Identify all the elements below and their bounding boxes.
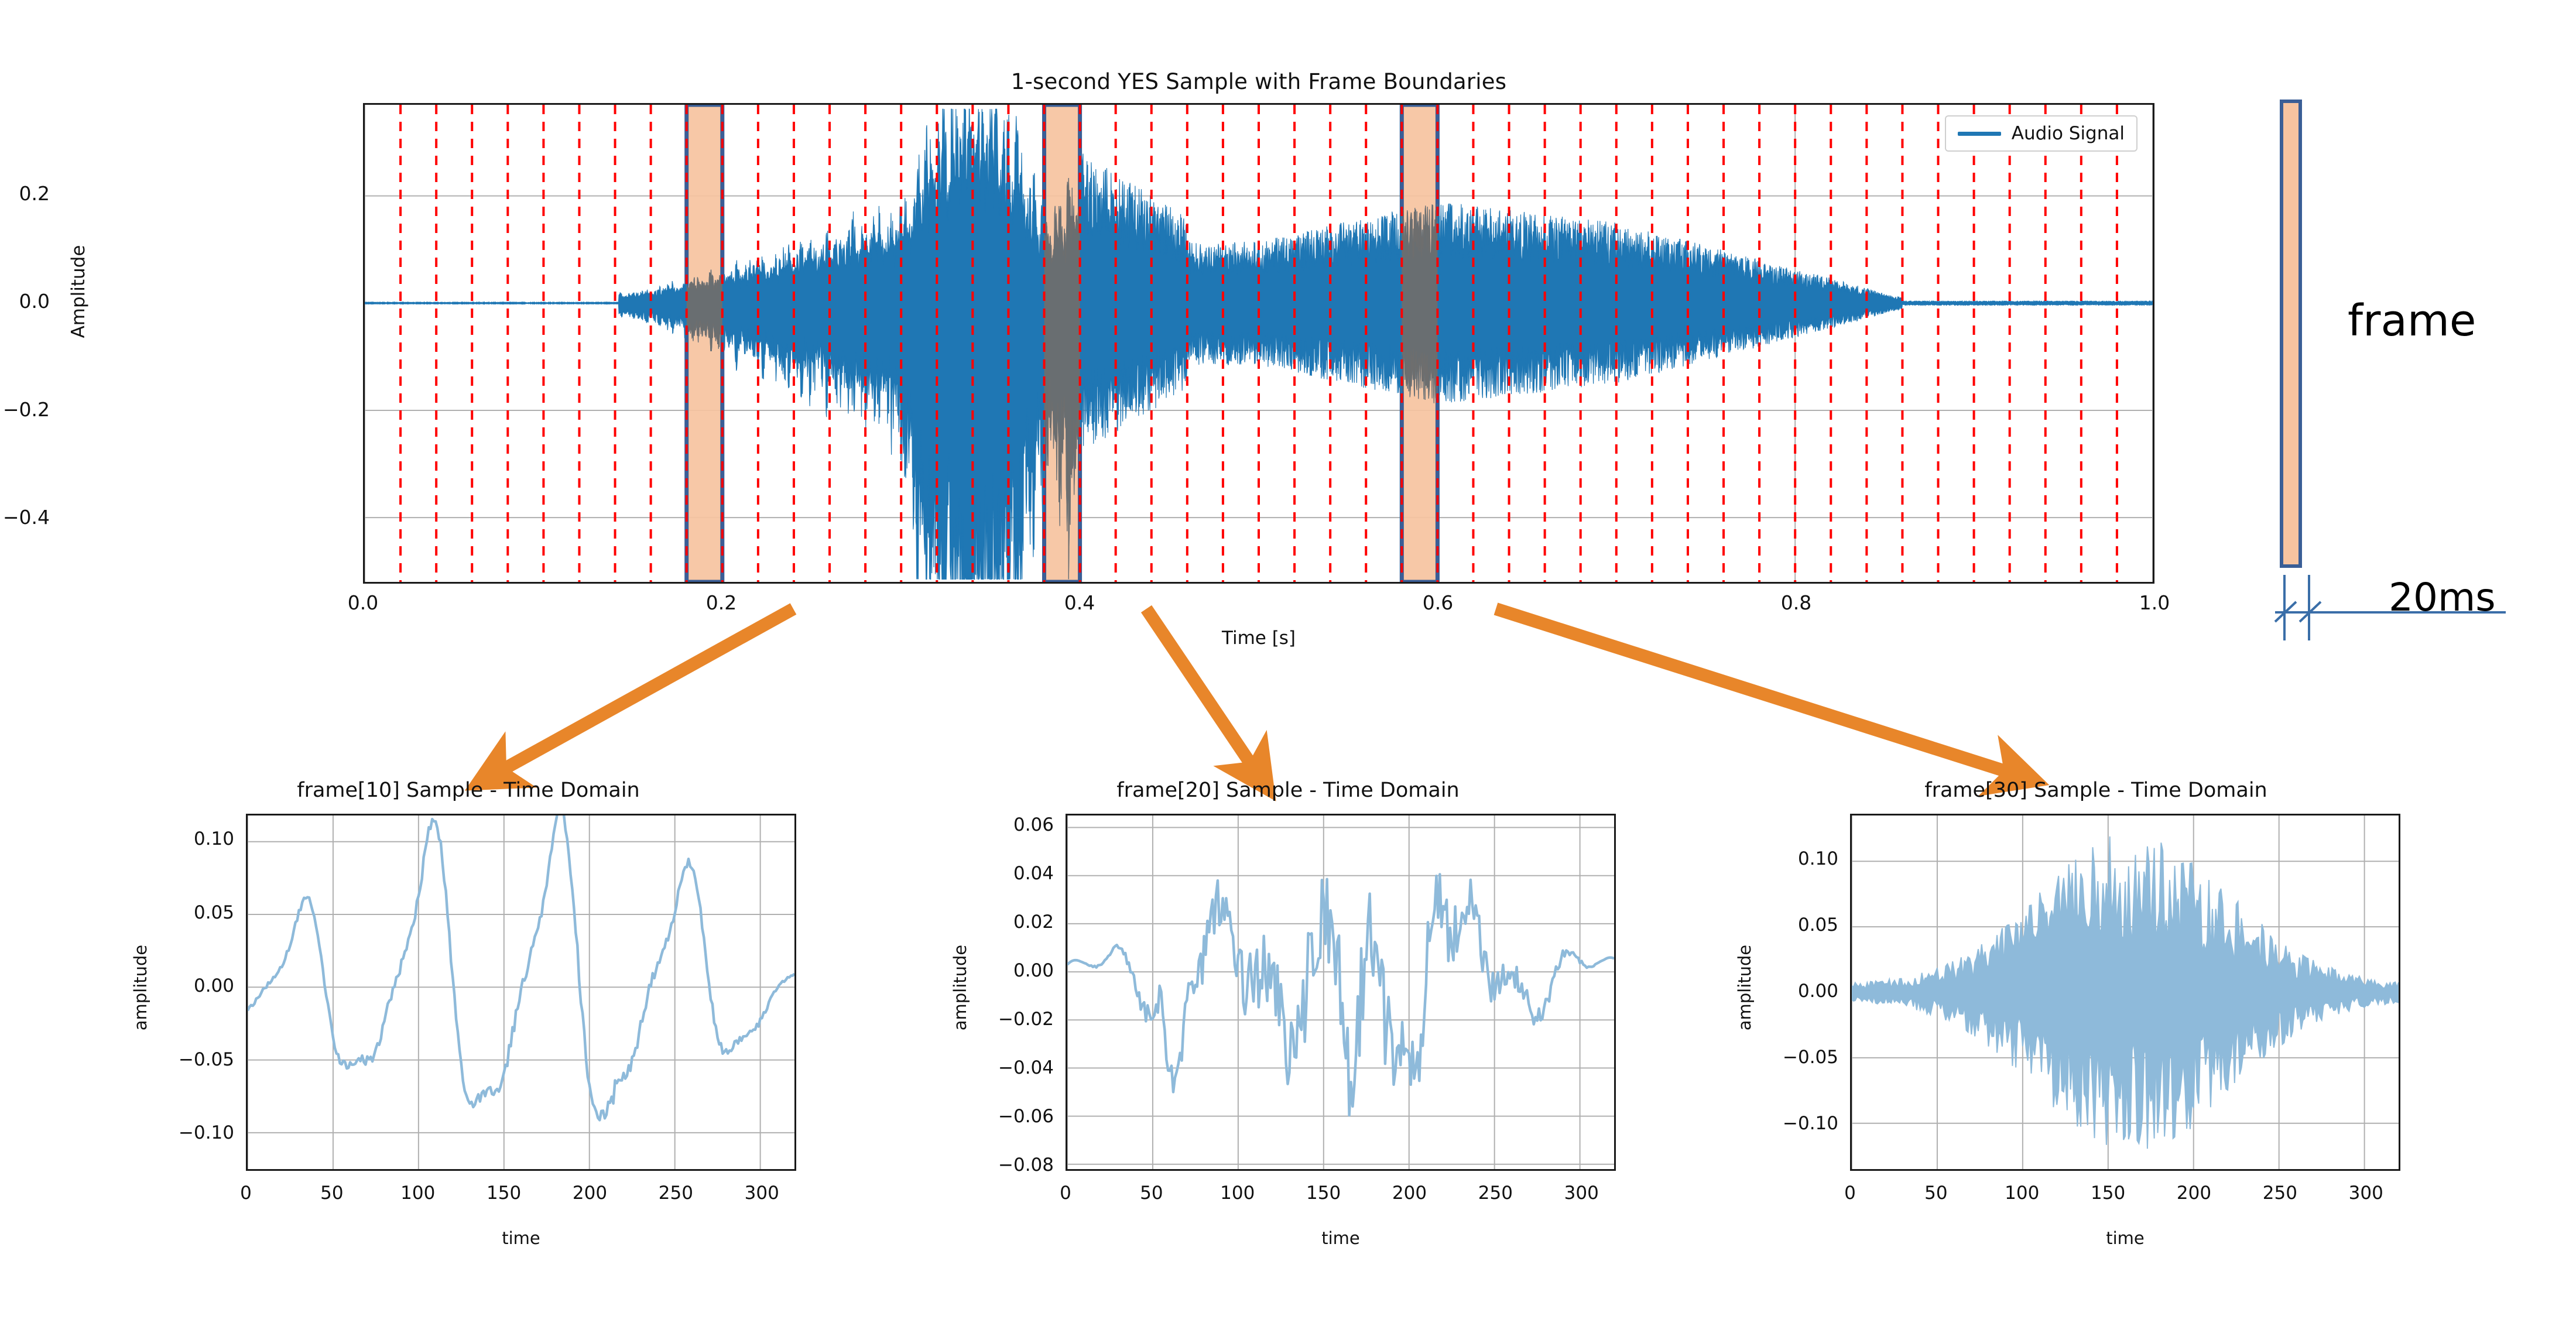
subplot-x-tick: 200 <box>2176 1183 2212 1204</box>
subplot-y-tick: 0.06 <box>1013 814 1054 835</box>
subplot-y-tick: 0.02 <box>1013 911 1054 933</box>
subplot-y-tick: −0.05 <box>179 1048 234 1070</box>
main-x-axis-label: Time [s] <box>1221 628 1296 649</box>
legend-line-swatch <box>1957 131 2001 136</box>
subplot-x-tick: 50 <box>320 1183 344 1204</box>
main-chart-title: 1-second YES Sample with Frame Boundarie… <box>1010 69 1507 94</box>
subplot-plot-area[interactable] <box>1850 814 2400 1171</box>
frame-highlight-swatch <box>2280 100 2302 568</box>
subplot-x-tick: 0 <box>1060 1183 1071 1204</box>
main-y-tick: −0.2 <box>2 397 50 421</box>
subplot-frame-10: frame[10] Sample - Time Domain amplitude… <box>88 779 849 1265</box>
main-x-tick: 0.4 <box>1064 591 1095 614</box>
subplot-y-tick: 0.00 <box>193 975 234 997</box>
subplot-y-tick: 0.10 <box>193 828 234 850</box>
main-x-tick: 0.2 <box>705 591 737 614</box>
main-x-tick: 0.8 <box>1780 591 1812 614</box>
subplot-y-tick: −0.10 <box>1783 1112 1838 1134</box>
main-x-tick: 0.0 <box>347 591 379 614</box>
subplot-x-tick: 150 <box>487 1183 522 1204</box>
main-y-tick: −0.4 <box>2 506 50 529</box>
subplot-y-tick: 0.00 <box>1013 960 1054 981</box>
subplot-waveform-svg <box>1852 815 2399 1169</box>
subplot-x-tick: 300 <box>744 1183 779 1204</box>
subplot-y-tick: 0.10 <box>1797 848 1838 870</box>
subplot-frame-20: frame[20] Sample - Time Domain amplitude… <box>907 779 1669 1265</box>
main-x-tick: 0.6 <box>1422 591 1454 614</box>
subplot-y-tick: −0.04 <box>998 1057 1054 1078</box>
subplot-x-tick: 200 <box>1392 1183 1427 1204</box>
main-y-tick: 0.2 <box>19 181 50 205</box>
subplot-x-tick: 0 <box>1844 1183 1856 1204</box>
subplot-waveform-svg <box>248 815 794 1169</box>
main-y-tick: 0.0 <box>19 290 50 313</box>
subplot-x-tick: 50 <box>1140 1183 1163 1204</box>
main-waveform-svg <box>365 105 2153 582</box>
subplot-y-tick: −0.06 <box>998 1105 1054 1127</box>
subplot-x-tick: 300 <box>2348 1183 2383 1204</box>
subplot-waveform-svg <box>1067 815 1614 1169</box>
subplot-y-tick: 0.04 <box>1013 862 1054 884</box>
subplot-title: frame[20] Sample - Time Domain <box>1116 779 1460 802</box>
subplot-x-tick: 50 <box>1924 1183 1948 1204</box>
subplot-plot-area[interactable] <box>1066 814 1616 1171</box>
subplot-y-tick: −0.02 <box>998 1008 1054 1030</box>
subplot-plot-area[interactable] <box>246 814 796 1171</box>
subplot-x-axis-label: time <box>2106 1228 2145 1248</box>
subplot-y-tick: 0.05 <box>193 902 234 923</box>
subplot-x-axis-label: time <box>1321 1228 1360 1248</box>
subplot-x-tick: 150 <box>2091 1183 2126 1204</box>
subplot-x-tick: 250 <box>2262 1183 2297 1204</box>
subplot-y-tick: −0.08 <box>998 1154 1054 1176</box>
subplot-y-tick: −0.10 <box>179 1122 234 1144</box>
main-y-axis-label: Amplitude <box>68 245 89 338</box>
subplot-x-tick: 150 <box>1306 1183 1341 1204</box>
main-x-tick: 1.0 <box>2139 591 2170 614</box>
frame-duration-label: 20ms <box>2389 575 2496 620</box>
subplot-x-tick: 100 <box>2005 1183 2040 1204</box>
subplot-y-tick: −0.05 <box>1783 1046 1838 1068</box>
subplot-x-tick: 200 <box>572 1183 608 1204</box>
subplot-x-axis-label: time <box>502 1228 540 1248</box>
subplot-title: frame[10] Sample - Time Domain <box>297 779 640 802</box>
subplot-y-tick: 0.00 <box>1797 981 1838 1002</box>
subplot-x-tick: 100 <box>1220 1183 1255 1204</box>
subplot-x-tick: 250 <box>658 1183 693 1204</box>
main-waveform-figure: 1-second YES Sample with Frame Boundarie… <box>0 0 2213 662</box>
subplot-title: frame[30] Sample - Time Domain <box>1924 779 2267 802</box>
legend-label-audio-signal: Audio Signal <box>2011 123 2125 144</box>
frame-annotation-label: frame <box>2348 296 2476 346</box>
subplot-x-tick: 100 <box>400 1183 436 1204</box>
subplot-frame-30: frame[30] Sample - Time Domain amplitude… <box>1715 779 2476 1265</box>
subplot-x-tick: 250 <box>1478 1183 1513 1204</box>
dimension-marker-icon <box>2274 575 2506 640</box>
subplot-x-tick: 0 <box>240 1183 252 1204</box>
subplot-y-tick: 0.05 <box>1797 914 1838 936</box>
frame-legend-annotation: frame 20ms <box>2272 100 2576 685</box>
main-legend[interactable]: Audio Signal <box>1944 115 2137 152</box>
subplot-x-tick: 300 <box>1564 1183 1599 1204</box>
main-plot-area[interactable]: Audio Signal <box>363 103 2154 584</box>
